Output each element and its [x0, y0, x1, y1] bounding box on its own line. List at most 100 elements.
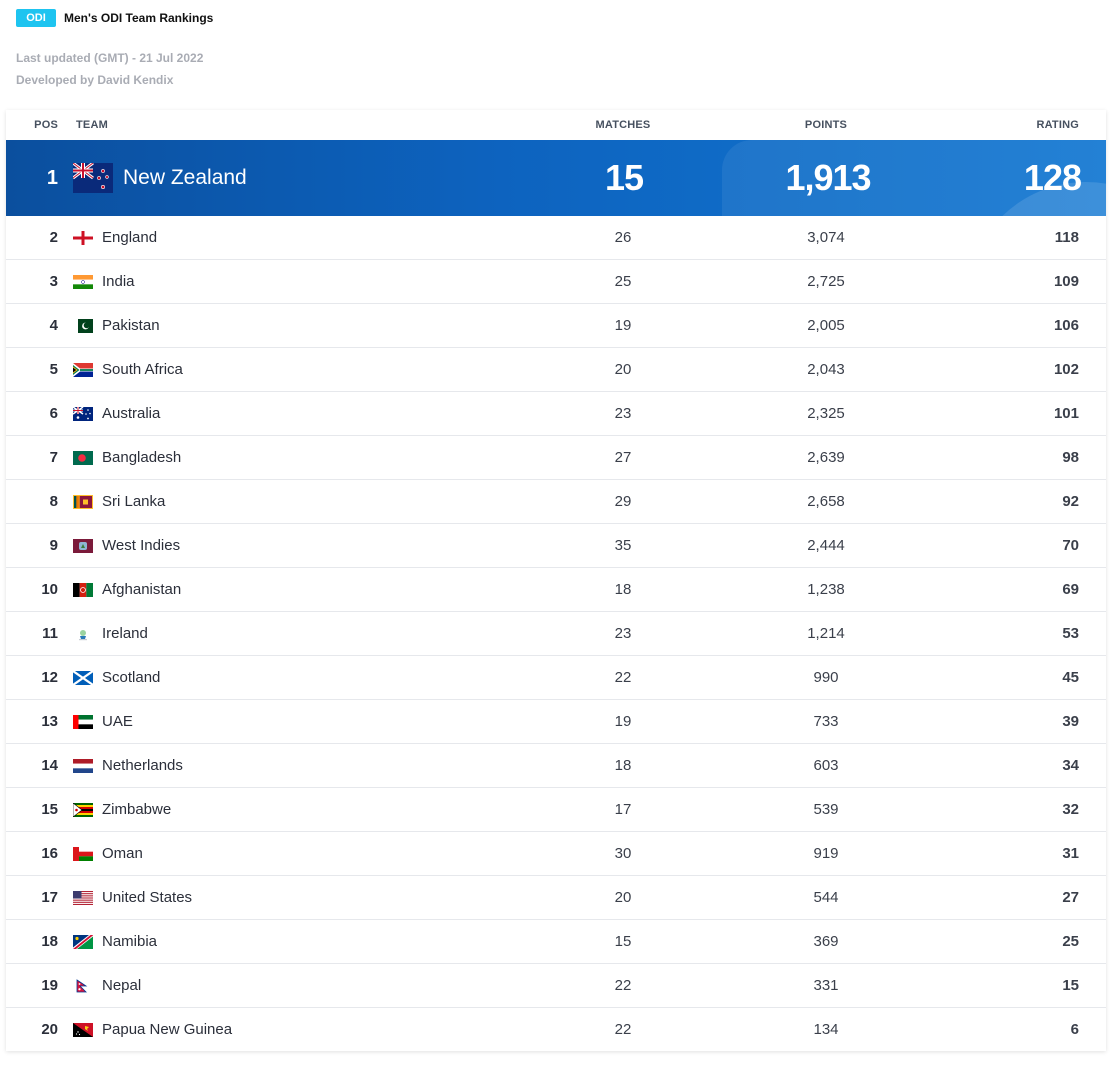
team-name[interactable]: Namibia [102, 933, 158, 950]
matches-value: 22 [614, 669, 632, 686]
table-row[interactable]: 18 Namibia 15 369 25 [6, 920, 1106, 964]
team-name[interactable]: Zimbabwe [102, 801, 172, 818]
team-cell[interactable]: Papua New Guinea [58, 1021, 513, 1038]
top-team-row[interactable]: 1 New Zealand 15 1,913 128 [6, 140, 1106, 216]
banner-decoration [722, 140, 1106, 216]
team-cell[interactable]: Zimbabwe [58, 801, 513, 818]
rating-value: 106 [1053, 317, 1079, 334]
team-cell[interactable]: Netherlands [58, 757, 513, 774]
table-row[interactable]: 19 Nepal 22 331 15 [6, 964, 1106, 1008]
team-cell[interactable]: Pakistan [58, 317, 513, 334]
points-value: 369 [813, 933, 839, 950]
ireland-flag-icon [73, 626, 93, 641]
points-value: 603 [813, 757, 839, 774]
west-indies-flag-icon [73, 538, 93, 553]
table-row[interactable]: 13 UAE 19 733 39 [6, 700, 1106, 744]
papua-new-guinea-flag-icon [73, 1022, 93, 1037]
team-cell[interactable]: UAE [58, 713, 513, 730]
australia-flag-icon [73, 406, 93, 421]
team-name[interactable]: South Africa [102, 361, 183, 378]
team-cell[interactable]: Nepal [58, 977, 513, 994]
table-row[interactable]: 12 Scotland 22 990 45 [6, 656, 1106, 700]
col-pos[interactable]: POS [34, 119, 58, 131]
zimbabwe-flag-icon [73, 802, 93, 817]
rank-position: 7 [49, 449, 58, 466]
table-row[interactable]: 5 South Africa 20 2,043 102 [6, 348, 1106, 392]
col-rating[interactable]: RATING [1036, 119, 1079, 131]
table-row[interactable]: 9 West Indies 35 2,444 70 [6, 524, 1106, 568]
rating-value: 34 [1062, 757, 1079, 774]
table-row[interactable]: 4 Pakistan 19 2,005 106 [6, 304, 1106, 348]
team-name[interactable]: New Zealand [123, 166, 247, 189]
nepal-flag-icon [73, 978, 93, 993]
format-badge[interactable]: ODI [16, 9, 56, 27]
matches-value: 22 [614, 977, 632, 994]
team-cell[interactable]: Ireland [58, 625, 513, 642]
uae-flag-icon [73, 714, 93, 729]
team-name[interactable]: Sri Lanka [102, 493, 166, 510]
team-name[interactable]: Nepal [102, 977, 142, 994]
rating-value: 39 [1062, 713, 1079, 730]
netherlands-flag-icon [73, 758, 93, 773]
team-cell[interactable]: West Indies [58, 537, 513, 554]
rating-value: 70 [1062, 537, 1079, 554]
col-points[interactable]: POINTS [804, 119, 848, 131]
table-row[interactable]: 16 Oman 30 919 31 [6, 832, 1106, 876]
team-name[interactable]: Oman [102, 845, 143, 862]
team-name[interactable]: India [102, 273, 135, 290]
team-cell[interactable]: New Zealand [58, 163, 513, 193]
table-row[interactable]: 20 Papua New Guinea 22 134 6 [6, 1008, 1106, 1051]
matches-value: 15 [614, 933, 632, 950]
matches-value: 30 [614, 845, 632, 862]
rank-position: 14 [41, 757, 58, 774]
team-cell[interactable]: Sri Lanka [58, 493, 513, 510]
matches-value: 18 [614, 581, 632, 598]
new-zealand-flag-icon [73, 163, 113, 193]
table-row[interactable]: 2 England 26 3,074 118 [6, 216, 1106, 260]
table-row[interactable]: 15 Zimbabwe 17 539 32 [6, 788, 1106, 832]
team-name[interactable]: UAE [102, 713, 133, 730]
rating-value: 32 [1062, 801, 1079, 818]
table-row[interactable]: 14 Netherlands 18 603 34 [6, 744, 1106, 788]
team-name[interactable]: Ireland [102, 625, 148, 642]
col-team[interactable]: TEAM [76, 119, 108, 131]
rank-position: 10 [41, 581, 58, 598]
rank-position: 13 [41, 713, 58, 730]
col-matches[interactable]: MATCHES [595, 119, 651, 131]
team-name[interactable]: Australia [102, 405, 161, 422]
team-cell[interactable]: Bangladesh [58, 449, 513, 466]
team-name[interactable]: Netherlands [102, 757, 183, 774]
team-name[interactable]: Scotland [102, 669, 161, 686]
team-cell[interactable]: Afghanistan [58, 581, 513, 598]
rating-value: 102 [1053, 361, 1079, 378]
team-name[interactable]: West Indies [102, 537, 181, 554]
team-name[interactable]: Papua New Guinea [102, 1021, 233, 1038]
team-cell[interactable]: Scotland [58, 669, 513, 686]
team-cell[interactable]: England [58, 229, 513, 246]
team-name[interactable]: Pakistan [102, 317, 160, 334]
team-cell[interactable]: Namibia [58, 933, 513, 950]
table-row[interactable]: 11 Ireland 23 1,214 53 [6, 612, 1106, 656]
team-name[interactable]: Afghanistan [102, 581, 182, 598]
rating-value: 45 [1062, 669, 1079, 686]
table-row[interactable]: 6 Australia 23 2,325 101 [6, 392, 1106, 436]
rank-position: 4 [49, 317, 58, 334]
team-name[interactable]: United States [102, 889, 193, 906]
table-row[interactable]: 10 Afghanistan 18 1,238 69 [6, 568, 1106, 612]
team-cell[interactable]: India [58, 273, 513, 290]
team-cell[interactable]: United States [58, 889, 513, 906]
table-row[interactable]: 3 India 25 2,725 109 [6, 260, 1106, 304]
table-row[interactable]: 17 United States 20 544 27 [6, 876, 1106, 920]
table-row[interactable]: 8 Sri Lanka 29 2,658 92 [6, 480, 1106, 524]
rank-position: 1 [46, 166, 58, 189]
team-cell[interactable]: Oman [58, 845, 513, 862]
rating-value: 53 [1062, 625, 1079, 642]
table-row[interactable]: 7 Bangladesh 27 2,639 98 [6, 436, 1106, 480]
rank-position: 15 [41, 801, 58, 818]
team-name[interactable]: England [102, 229, 158, 246]
rating-value: 98 [1062, 449, 1079, 466]
team-name[interactable]: Bangladesh [102, 449, 182, 466]
team-cell[interactable]: Australia [58, 405, 513, 422]
team-cell[interactable]: South Africa [58, 361, 513, 378]
rank-position: 11 [42, 625, 58, 642]
